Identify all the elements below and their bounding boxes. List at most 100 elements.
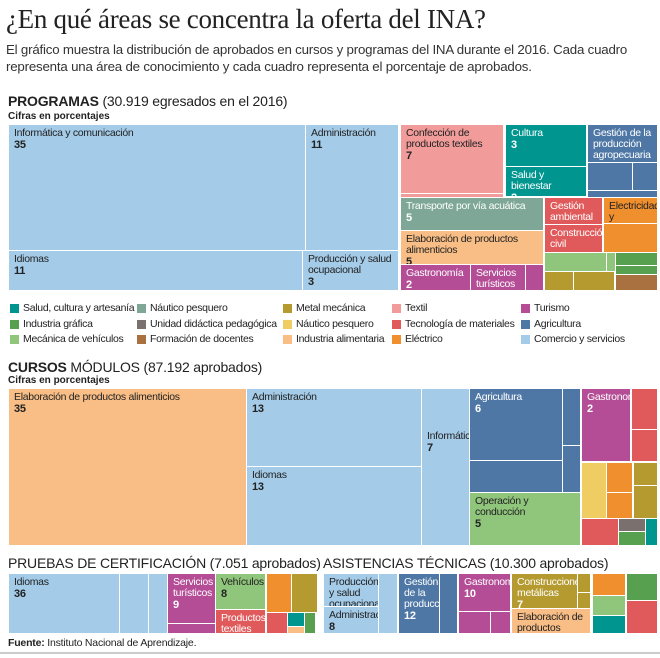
treemap-tile-unlabeled <box>631 388 658 430</box>
tile-label: Administración <box>311 127 376 139</box>
legend-swatch <box>392 303 401 313</box>
tile-value: 2 <box>587 403 593 415</box>
treemap-tile-unlabeled <box>266 573 292 613</box>
tile-value: 7 <box>517 599 523 609</box>
treemap-tile-unlabeled <box>469 460 563 493</box>
treemap-tile-unlabeled <box>615 274 658 291</box>
page-title: ¿En qué áreas se concentra la oferta del… <box>6 4 486 34</box>
tile-label: Elaboración de productos alimenticios <box>517 611 583 634</box>
tile-value: 36 <box>14 588 26 600</box>
legend-label: Formación de docentes <box>150 333 254 345</box>
tile-value: 6 <box>475 403 481 415</box>
treemap-tile: Electricidad y electrónica <box>603 197 658 224</box>
treemap-tile-unlabeled <box>645 518 658 546</box>
treemap-tile: Idiomas 13 <box>246 466 422 546</box>
treemap-tile: Elaboración de productos alimenticios12 <box>511 608 591 634</box>
tile-value: 13 <box>252 403 264 415</box>
bottom-divider <box>0 652 660 654</box>
tile-value: 35 <box>14 403 26 415</box>
tile-label: Informática y comunicación <box>14 127 134 139</box>
treemap-tile-unlabeled <box>592 573 626 596</box>
treemap-tile-unlabeled <box>632 162 658 191</box>
legend-label: Náutico pesquero <box>296 318 374 330</box>
treemap-tile-unlabeled <box>606 462 633 493</box>
tile-value: 11 <box>311 139 323 151</box>
treemap-tile: Administración 13 <box>246 388 422 467</box>
treemap-tile-unlabeled <box>626 600 658 634</box>
treemap-tile-unlabeled <box>618 518 646 532</box>
treemap-tile-unlabeled <box>577 592 591 609</box>
legend-swatch <box>283 334 292 344</box>
legend-swatch <box>10 303 19 313</box>
tile-label: Construcciones metálicas <box>517 576 577 599</box>
treemap-tile: Servicios turísticos1 <box>470 264 526 291</box>
treemap-tile-unlabeled <box>592 595 626 616</box>
treemap-tile-unlabeled <box>603 223 658 253</box>
treemap-tile: Informática y comunicación 35 <box>8 124 306 251</box>
treemap-tile-unlabeled <box>633 462 658 486</box>
legend-swatch <box>283 319 292 329</box>
treemap-tile: Agricultura 6 <box>469 388 563 461</box>
legend-item: Eléctrico <box>392 333 443 345</box>
treemap-tile: Administración 11 <box>305 124 399 251</box>
legend-item: Formación de docentes <box>137 333 254 345</box>
cursos-subtitle: MÓDULOS (87.192 aprobados) <box>70 359 263 375</box>
legend-item: Metal mecánica <box>283 302 366 314</box>
tile-value: 8 <box>221 588 227 600</box>
treemap-tile-unlabeled <box>615 252 658 266</box>
tile-label: Gestión de la producción <box>404 576 440 610</box>
treemap-tile-unlabeled <box>119 573 149 634</box>
treemap-tile-unlabeled <box>287 612 305 627</box>
tile-label: Administración <box>329 609 378 621</box>
treemap-tile-unlabeled <box>581 462 607 519</box>
treemap-tile-unlabeled <box>618 531 646 546</box>
asistencias-title: ASISTENCIAS TÉCNICAS (10.300 aprobados) <box>323 555 609 571</box>
treemap-tile: Servicios turísticos 9 <box>167 573 216 624</box>
legend-swatch <box>392 334 401 344</box>
tile-value: 3 <box>511 139 517 151</box>
treemap-tile: Elaboración de productos alimenticios 5 <box>400 230 544 265</box>
legend-item: Textil <box>392 302 427 314</box>
tile-label: Salud y bienestar <box>511 169 552 192</box>
treemap-tile-unlabeled <box>304 612 316 634</box>
treemap-tile: Producción y salud ocupacional 3 <box>302 250 399 291</box>
tile-label: Gastronomía <box>464 576 510 588</box>
programas-title: PROGRAMAS (30.919 egresados en el 2016) <box>8 93 288 109</box>
legend-swatch <box>283 303 292 313</box>
cursos-caption: Cifras en porcentajes <box>8 375 110 386</box>
treemap-tile-unlabeled <box>573 271 615 291</box>
tile-label: Agricultura <box>475 391 522 403</box>
legend-swatch <box>10 319 19 329</box>
tile-value: 10 <box>464 588 476 600</box>
tile-label: Idiomas <box>252 469 287 481</box>
treemap-tile-unlabeled <box>291 573 318 613</box>
legend-item: Salud, cultura y artesanía <box>10 302 135 314</box>
legend-label: Náutico pesquero <box>150 302 228 314</box>
treemap-tile: Vehículos 8 <box>215 573 266 610</box>
cursos-title-bold: CURSOS <box>8 359 67 375</box>
source-text: Instituto Nacional de Aprendizaje. <box>47 637 197 649</box>
legend-label: Comercio y servicios <box>534 333 625 345</box>
tile-value: 2 <box>511 193 581 197</box>
tile-label: Producción y salud ocupacional <box>329 576 379 607</box>
tile-value: 8 <box>329 621 335 633</box>
treemap-tile: Transporte por vía acuática 5 <box>400 197 544 231</box>
legend-item: Náutico pesquero <box>137 302 228 314</box>
treemap-tile-unlabeled <box>544 271 574 291</box>
tile-value: 11 <box>14 265 26 277</box>
tile-label: Producción y salud ocupacional <box>308 253 392 276</box>
treemap-tile-unlabeled <box>633 485 658 519</box>
treemap-tile: Informática7 <box>421 388 470 546</box>
treemap-tile: Gestión ambiental <box>544 197 603 225</box>
tile-label: Servicios turísticos <box>173 576 213 599</box>
treemap-tile-unlabeled <box>287 626 305 634</box>
source-label: Fuente: <box>8 637 45 649</box>
treemap-tile-unlabeled <box>544 252 607 272</box>
treemap-tile: Salud y bienestar2 <box>505 166 587 197</box>
tile-value: 13 <box>252 481 264 493</box>
treemap-tile-unlabeled <box>266 612 288 634</box>
legend-label: Metal mecánica <box>296 302 366 314</box>
treemap-tile: Cultura 3 <box>505 124 587 167</box>
treemap-tile-unlabeled <box>458 611 491 634</box>
legend-label: Turismo <box>534 302 570 314</box>
